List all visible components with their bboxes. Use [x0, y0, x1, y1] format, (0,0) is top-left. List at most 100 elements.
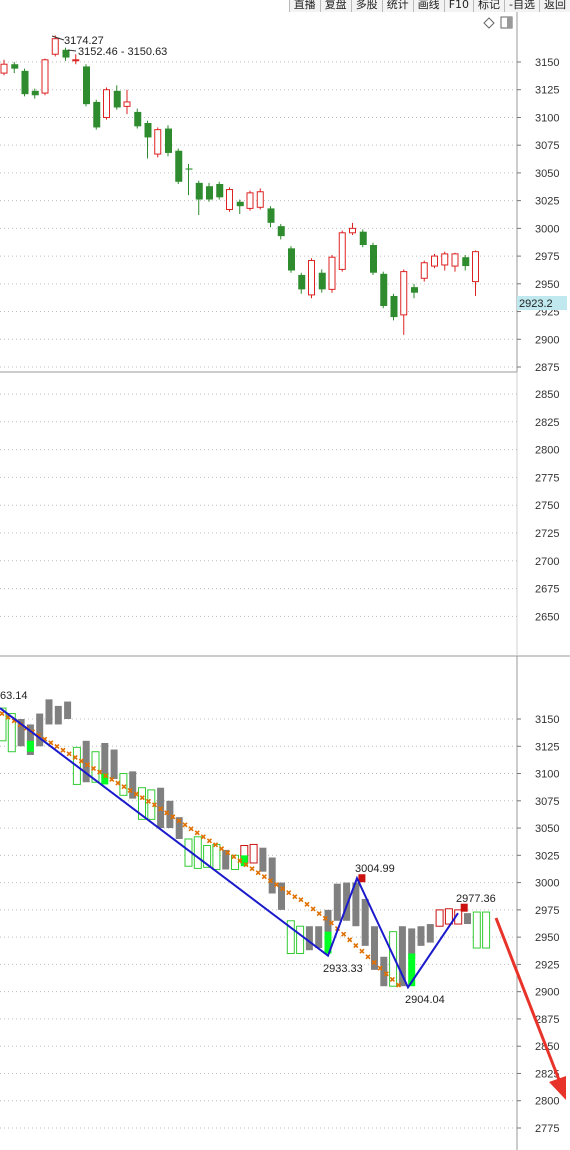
y-tick-label: 3075 — [535, 796, 559, 808]
pf-column — [333, 883, 341, 921]
sar-marker — [90, 765, 97, 771]
sar-marker — [78, 758, 84, 764]
pf-column — [435, 909, 444, 927]
pf-fill — [26, 740, 34, 752]
sar-marker — [127, 787, 133, 793]
toolbar-button-watchlist[interactable]: -自选 — [504, 0, 539, 12]
y-tick-label: 3150 — [535, 714, 559, 726]
candle-body — [338, 232, 346, 270]
sar-marker — [176, 818, 182, 824]
window-icon[interactable] — [500, 16, 513, 29]
last-annotation: 2977.36 — [456, 893, 496, 905]
y-tick-label: 2875 — [535, 362, 559, 374]
sar-marker — [249, 866, 255, 872]
candle-body — [31, 90, 39, 96]
sar-marker — [66, 751, 72, 757]
pf-column — [138, 787, 146, 820]
sar-marker — [48, 740, 54, 746]
sar-marker — [298, 897, 304, 903]
y-tick-label: 3150 — [535, 57, 559, 69]
y-tick-label: 2850 — [535, 389, 559, 401]
toolbar-button-f10[interactable]: F10 — [443, 0, 474, 12]
sar-marker — [225, 850, 231, 856]
candle-y-axis: 3150312531003075305030253000297529502925… — [517, 57, 559, 623]
sar-marker — [292, 894, 298, 900]
toolbar-button-multi-stock[interactable]: 多股 — [350, 0, 382, 12]
pf-column — [352, 882, 360, 927]
sar-marker — [158, 806, 164, 812]
candle-body — [420, 262, 428, 279]
y-tick-label: 3075 — [535, 140, 559, 152]
trend-arrow — [494, 917, 566, 1100]
candle-body — [451, 253, 459, 267]
trough1-annotation: 2933.33 — [323, 963, 363, 975]
candle-body — [154, 129, 162, 155]
sar-marker — [145, 798, 151, 804]
candlestick-series — [0, 35, 479, 335]
sar-marker — [267, 878, 273, 884]
candle-body — [123, 101, 131, 107]
y-tick-label: 2825 — [535, 417, 559, 429]
sar-marker — [182, 822, 188, 828]
y-tick-label: 2900 — [535, 334, 559, 346]
sar-marker — [194, 830, 200, 836]
candle-body — [72, 59, 80, 62]
y-tick-label: 2975 — [535, 251, 559, 263]
sar-marker — [170, 814, 176, 820]
diamond-icon[interactable] — [483, 17, 495, 29]
sar-marker — [219, 846, 225, 852]
candle-body — [267, 208, 275, 223]
y-tick-label: 2650 — [535, 611, 559, 623]
y-tick-label: 2925 — [535, 959, 559, 971]
pf-column — [296, 925, 305, 954]
toolbar-button-draw-line[interactable]: 画线 — [412, 0, 444, 12]
toolbar-button-back[interactable]: 返回 — [539, 0, 570, 12]
pf-column — [444, 908, 453, 925]
sar-marker — [151, 802, 158, 808]
candle-body — [144, 123, 152, 138]
candle-body — [431, 255, 438, 267]
toolbar-button-replay[interactable]: 复盘 — [319, 0, 351, 12]
candle-body — [277, 226, 285, 237]
pf-column — [54, 705, 62, 725]
pf-column — [259, 847, 267, 872]
sar-marker — [353, 942, 359, 949]
sar-marker — [72, 754, 78, 761]
candle-body — [134, 111, 142, 127]
candle-body — [83, 66, 90, 105]
candle-body — [462, 257, 470, 267]
y-tick-label: 2950 — [535, 279, 559, 291]
sar-marker — [139, 795, 145, 801]
pf-column — [166, 800, 174, 829]
sar-marker — [328, 920, 334, 926]
pf-column — [464, 913, 471, 925]
toolbar-button-statistics[interactable]: 统计 — [381, 0, 413, 12]
sar-marker — [383, 971, 389, 977]
pf-column — [315, 926, 323, 949]
sar-marker — [60, 747, 66, 753]
pf-column — [193, 836, 202, 869]
pf-column — [222, 849, 230, 870]
sar-marker — [0, 710, 5, 717]
y-tick-label: 3025 — [535, 196, 559, 208]
sar-marker — [109, 776, 115, 782]
candle-body — [308, 260, 315, 296]
candle-body — [226, 189, 233, 211]
pf-column — [129, 771, 137, 799]
candle-body — [288, 248, 295, 271]
pf-column — [212, 843, 221, 871]
toolbar-button-live[interactable]: 直播 — [288, 0, 320, 12]
sar-marker — [286, 890, 292, 896]
candle-body — [472, 251, 479, 283]
pf-column — [426, 924, 434, 943]
y-tick-label: 3050 — [535, 823, 559, 835]
pf-column — [371, 926, 378, 970]
candle-body — [359, 231, 367, 245]
candle-body — [328, 256, 336, 290]
toolbar-button-mark[interactable]: 标记 — [473, 0, 505, 12]
sar-marker — [322, 915, 328, 921]
sar-marker — [133, 791, 139, 797]
pf-fill — [101, 773, 109, 785]
pf-column — [417, 926, 425, 946]
